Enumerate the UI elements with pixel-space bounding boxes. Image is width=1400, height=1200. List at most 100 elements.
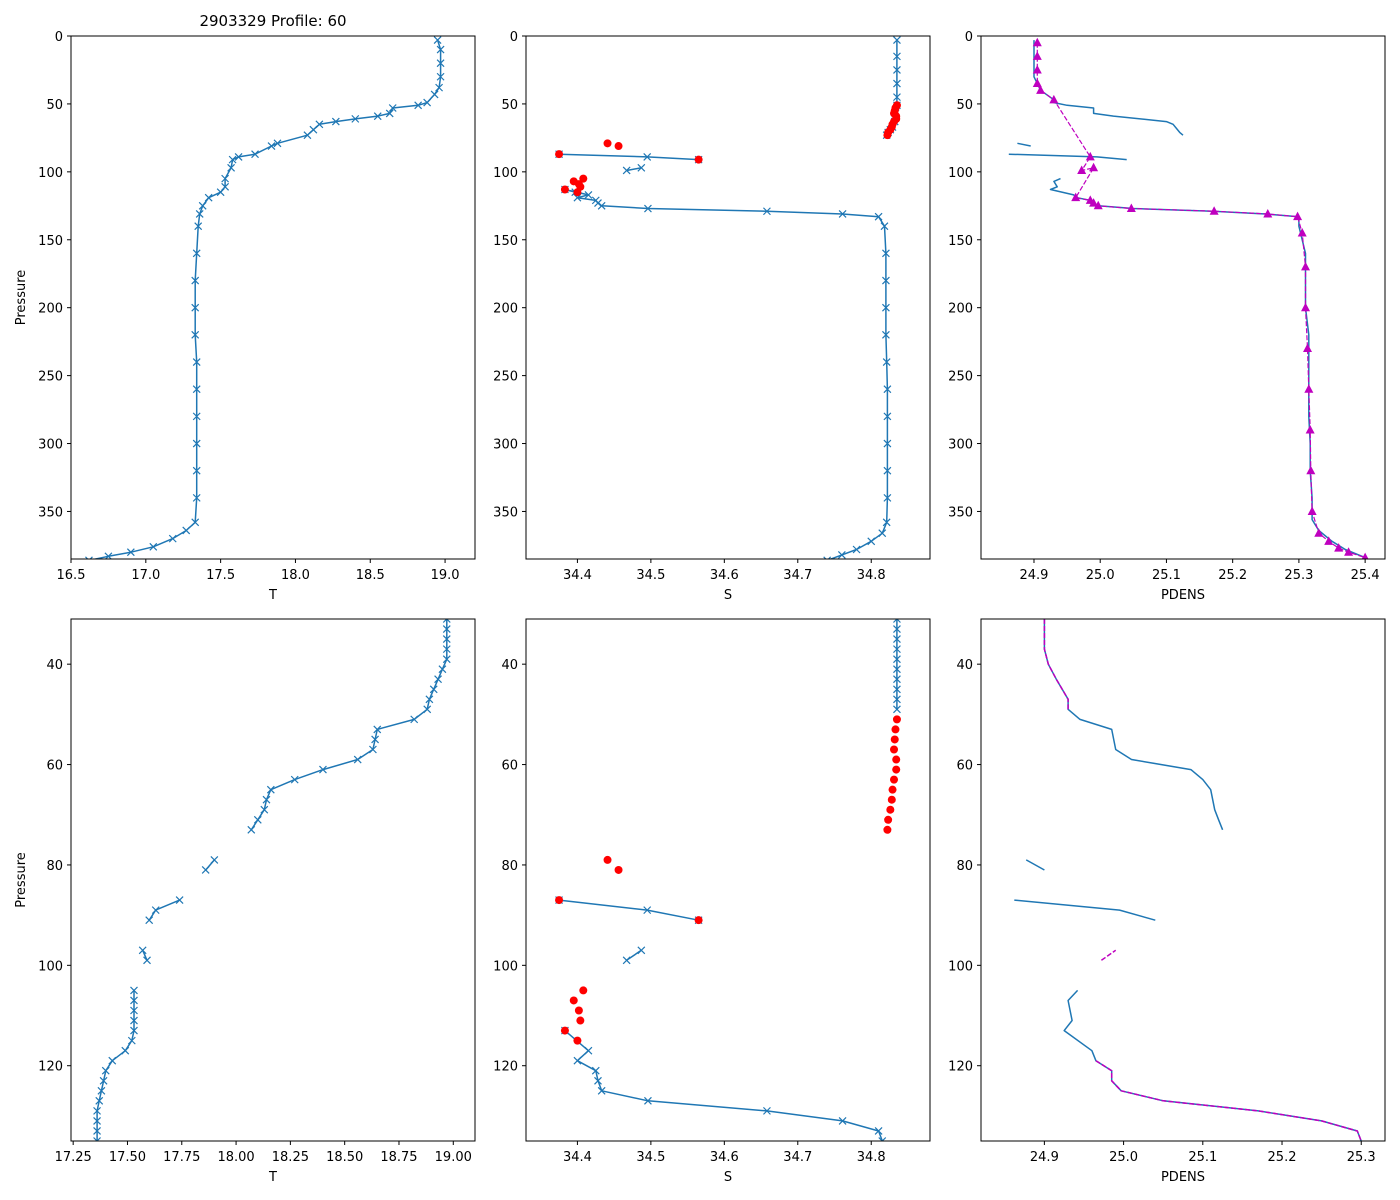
data-point bbox=[436, 45, 445, 54]
data-point bbox=[867, 537, 876, 546]
data-point bbox=[643, 906, 652, 915]
y-tick-label: 80 bbox=[501, 859, 518, 874]
data-point bbox=[290, 775, 299, 784]
data-point bbox=[893, 625, 901, 633]
axes-frame bbox=[980, 35, 1386, 560]
series-s-seg-1 bbox=[893, 619, 901, 714]
y-tick-label: 100 bbox=[493, 959, 518, 974]
y-tick-label: 50 bbox=[46, 98, 63, 113]
data-point bbox=[210, 855, 219, 864]
data-point bbox=[247, 825, 256, 834]
y-tick-label: 60 bbox=[46, 759, 63, 774]
data-point bbox=[267, 142, 276, 150]
data-point bbox=[97, 1086, 106, 1095]
y-tick-label: 200 bbox=[38, 302, 63, 317]
data-point bbox=[108, 1056, 117, 1065]
axes-frame bbox=[525, 618, 931, 1142]
data-point bbox=[884, 815, 893, 824]
data-point bbox=[560, 185, 569, 194]
data-point bbox=[1093, 200, 1103, 210]
y-tick-label: 250 bbox=[38, 370, 63, 385]
data-point bbox=[880, 222, 889, 231]
data-point bbox=[893, 79, 901, 88]
data-point bbox=[888, 785, 897, 794]
x-tick-label: 34.8 bbox=[857, 568, 886, 583]
data-point bbox=[262, 795, 271, 804]
chart-panel-sal-full: 34.4 34.5 34.6 34.7 34.8 0 50 100 150 200 250 300 35… bbox=[493, 30, 931, 603]
data-point bbox=[555, 150, 564, 159]
series-s-seg-3 bbox=[622, 946, 646, 965]
y-tick-label: 50 bbox=[956, 98, 973, 113]
data-point bbox=[852, 545, 861, 554]
y-tick-label: 200 bbox=[948, 302, 973, 317]
x-tick-label: 24.9 bbox=[1020, 568, 1049, 583]
data-point bbox=[637, 946, 646, 955]
data-point bbox=[99, 1076, 108, 1085]
data-point bbox=[893, 685, 901, 694]
data-point bbox=[579, 986, 588, 995]
data-point bbox=[1334, 543, 1344, 552]
data-point bbox=[893, 635, 901, 644]
data-point bbox=[883, 439, 892, 448]
data-point bbox=[303, 131, 312, 140]
data-point bbox=[130, 996, 138, 1005]
x-tick-label: 34.8 bbox=[857, 1150, 886, 1165]
data-point bbox=[1305, 424, 1315, 434]
x-tick-label: 18.00 bbox=[217, 1150, 254, 1165]
data-point bbox=[434, 675, 442, 684]
data-point bbox=[442, 619, 451, 623]
data-point bbox=[371, 735, 380, 744]
data-point bbox=[883, 825, 892, 834]
x-tick-label: 34.7 bbox=[783, 1150, 812, 1165]
series-pdens-segment-3 bbox=[1008, 153, 1127, 161]
data-point bbox=[442, 625, 451, 633]
y-tick-label: 350 bbox=[38, 505, 63, 520]
series-pdens-flagged-pair bbox=[1100, 949, 1117, 961]
data-point bbox=[1089, 162, 1099, 172]
x-tick-label: 34.7 bbox=[783, 568, 812, 583]
data-point bbox=[594, 199, 602, 208]
x-tick-label: 34.4 bbox=[563, 568, 592, 583]
y-tick-label: 350 bbox=[493, 505, 518, 520]
data-point bbox=[838, 210, 847, 218]
y-tick-label: 100 bbox=[948, 959, 973, 974]
x-tick-label: 17.75 bbox=[163, 1150, 200, 1165]
data-point bbox=[436, 72, 445, 81]
data-point bbox=[151, 906, 160, 915]
series-line bbox=[1095, 1060, 1362, 1141]
y-tick-label: 0 bbox=[965, 30, 973, 45]
y-tick-label: 300 bbox=[948, 438, 973, 453]
data-point bbox=[1307, 506, 1317, 515]
data-point bbox=[435, 83, 444, 92]
x-tick-label: 25.1 bbox=[1152, 568, 1181, 583]
x-tick-label: 25.2 bbox=[1218, 568, 1247, 583]
data-point bbox=[694, 155, 703, 164]
chart-panel-temp-full: 16.5 17.0 17.5 18.0 18.5 19.0 0 50 100 150 200 250 3… bbox=[14, 30, 476, 603]
data-point bbox=[1304, 384, 1314, 393]
data-point bbox=[892, 765, 901, 774]
data-point bbox=[149, 542, 158, 551]
data-point bbox=[1032, 64, 1042, 74]
data-point bbox=[597, 1086, 606, 1095]
series-t-seg-2 bbox=[201, 855, 219, 874]
x-axis-label: T bbox=[268, 588, 277, 603]
figure-title: 2903329 Profile: 60 bbox=[199, 12, 346, 30]
data-point bbox=[429, 685, 438, 694]
data-point bbox=[893, 619, 901, 623]
y-tick-label: 250 bbox=[948, 370, 973, 385]
y-tick-label: 350 bbox=[948, 505, 973, 520]
x-tick-label: 17.25 bbox=[55, 1150, 92, 1165]
data-point bbox=[430, 90, 439, 99]
data-point bbox=[893, 93, 901, 102]
data-point bbox=[886, 805, 895, 814]
y-tick-label: 100 bbox=[493, 166, 518, 181]
data-point bbox=[168, 534, 177, 543]
data-point bbox=[319, 765, 327, 774]
data-point bbox=[253, 815, 262, 824]
plot-area bbox=[93, 619, 451, 1141]
x-tick-label: 34.4 bbox=[563, 1150, 592, 1165]
data-point bbox=[373, 725, 382, 734]
data-point bbox=[890, 735, 899, 744]
data-point bbox=[351, 114, 360, 123]
data-point bbox=[388, 104, 397, 112]
